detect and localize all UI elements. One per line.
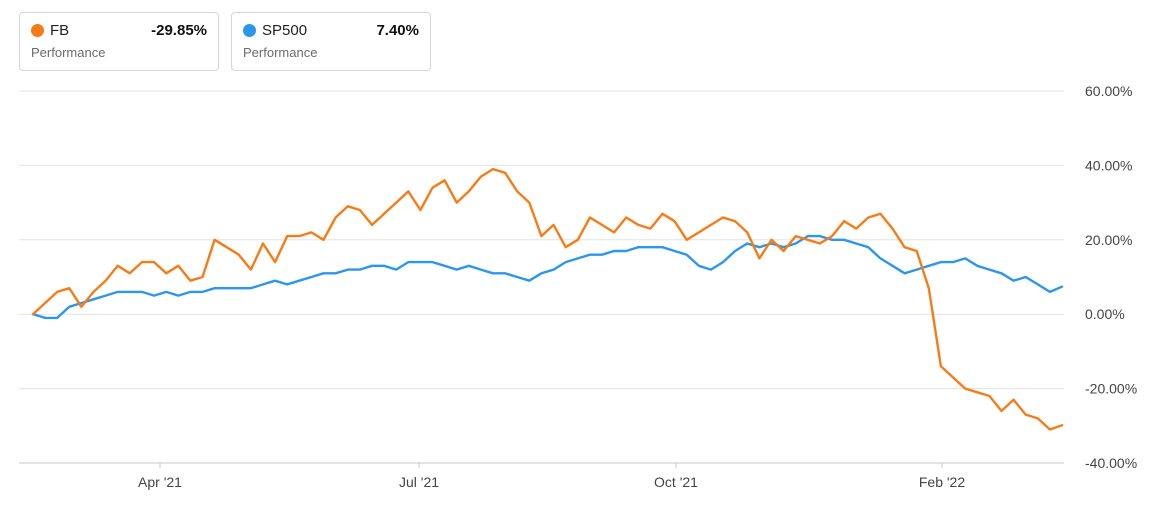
legend-card-sp500[interactable]: SP500 7.40% Performance bbox=[231, 12, 431, 71]
x-tick-label: Apr '21 bbox=[138, 474, 182, 490]
x-tick-label: Oct '21 bbox=[654, 474, 698, 490]
y-tick-label: 40.00% bbox=[1085, 157, 1132, 173]
fb-color-dot bbox=[31, 24, 44, 37]
legend-name-fb: FB bbox=[50, 22, 70, 39]
series-line-sp500 bbox=[31, 234, 1064, 320]
y-tick-label: -20.00% bbox=[1085, 381, 1137, 397]
legend-name-sp500: SP500 bbox=[262, 22, 308, 39]
x-tick-label: Feb '22 bbox=[919, 474, 965, 490]
y-tick-label: 60.00% bbox=[1085, 83, 1132, 99]
legend: FB -29.85% Performance SP500 7.40% Perfo… bbox=[19, 12, 431, 71]
legend-value-sp500: 7.40% bbox=[376, 22, 419, 39]
legend-value-fb: -29.85% bbox=[151, 22, 207, 39]
legend-card-fb[interactable]: FB -29.85% Performance bbox=[19, 12, 219, 71]
legend-sub-sp500: Performance bbox=[243, 45, 318, 60]
series-line-fb bbox=[31, 167, 1064, 431]
sp500-color-dot bbox=[243, 24, 256, 37]
legend-sub-fb: Performance bbox=[31, 45, 106, 60]
x-tick-label: Jul '21 bbox=[399, 474, 439, 490]
y-tick-label: -40.00% bbox=[1085, 455, 1137, 471]
y-tick-label: 0.00% bbox=[1085, 306, 1125, 322]
y-tick-label: 20.00% bbox=[1085, 232, 1132, 248]
